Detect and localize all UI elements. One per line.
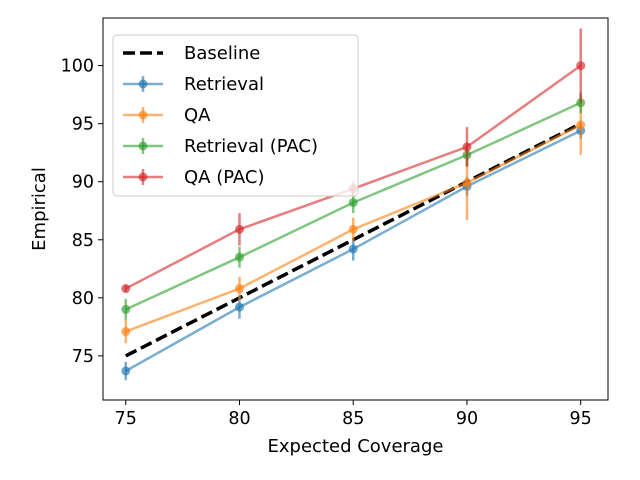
legend-marker [138,110,148,120]
legend-item: Retrieval (PAC) [123,136,318,157]
x-tick-label: 75 [115,409,137,429]
legend-label: QA (PAC) [184,167,265,188]
legend-label: Retrieval [184,74,264,95]
legend-box [112,34,359,197]
legend-marker [138,172,148,182]
legend-item: Retrieval [123,74,264,95]
legend-marker [138,141,148,151]
y-tick-label: 75 [72,347,94,367]
data-point [576,120,586,130]
x-tick-label: 95 [570,409,592,429]
legend-label: Baseline [184,43,260,64]
legend-item: QA (PAC) [123,167,265,188]
x-tick-label: 90 [456,409,478,429]
data-point [348,224,358,234]
legend-label: QA [184,105,211,126]
y-tick-label: 100 [61,57,94,77]
data-point [121,304,131,314]
data-point [348,244,358,254]
legend-label: Retrieval (PAC) [184,136,318,157]
legend-marker [138,79,148,89]
y-axis-title: Empirical [29,167,50,251]
legend: Baseline Retrieval QA Retrieval (PAC) QA (PA… [112,34,359,197]
y-tick-label: 90 [72,173,94,193]
x-tick-label: 85 [342,409,364,429]
y-tick-label: 80 [72,289,94,309]
data-point [462,142,472,152]
data-point [234,252,244,262]
x-axis-title: Expected Coverage [268,436,444,457]
data-point [121,284,131,294]
x-tick-label: 80 [228,409,250,429]
data-point [576,61,586,71]
data-point [234,302,244,312]
data-point [348,198,358,208]
data-point [234,284,244,294]
series-qa [121,94,586,344]
legend-item: Baseline [123,43,260,64]
y-axis: 75 80 85 90 95 100 [61,57,103,367]
y-tick-label: 85 [72,231,94,251]
legend-item: QA [123,105,211,126]
data-point [121,326,131,336]
x-axis: 75 80 85 90 95 [115,400,592,429]
axes-frame [102,17,609,401]
data-point [121,366,131,376]
data-point [234,224,244,234]
y-tick-label: 95 [72,115,94,135]
data-point [462,178,472,188]
